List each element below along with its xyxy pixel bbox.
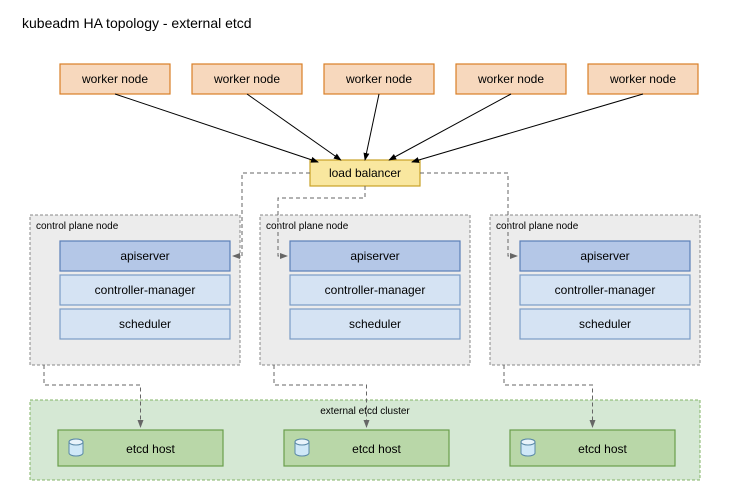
svg-text:worker node: worker node: [609, 72, 676, 86]
worker-node: worker node: [456, 64, 566, 94]
etcd-host: etcd host: [58, 430, 223, 466]
svg-text:external etcd cluster: external etcd cluster: [320, 406, 410, 417]
edge-worker-to-lb: [412, 94, 643, 162]
svg-text:load balancer: load balancer: [329, 166, 401, 180]
etcd-host: etcd host: [284, 430, 449, 466]
svg-text:worker node: worker node: [81, 72, 148, 86]
svg-text:controller-manager: controller-manager: [555, 283, 656, 297]
diagram-title: kubeadm HA topology - external etcd: [22, 15, 252, 31]
edge-worker-to-lb: [115, 94, 318, 162]
etcd-cluster: external etcd cluster etcd host etcd host e…: [30, 400, 700, 480]
svg-text:scheduler: scheduler: [349, 317, 401, 331]
worker-node: worker node: [588, 64, 698, 94]
svg-text:control plane node: control plane node: [36, 221, 119, 232]
worker-node: worker node: [192, 64, 302, 94]
edge-worker-to-lb: [389, 94, 511, 160]
load-balancer: load balancer: [310, 160, 420, 186]
svg-text:controller-manager: controller-manager: [325, 283, 426, 297]
svg-text:worker node: worker node: [477, 72, 544, 86]
control-plane-node: control plane nodeapiservercontroller-ma…: [490, 215, 700, 365]
worker-node: worker node: [60, 64, 170, 94]
control-plane-node: control plane nodeapiservercontroller-ma…: [260, 215, 470, 365]
edge-worker-to-lb: [365, 94, 379, 160]
svg-text:controller-manager: controller-manager: [95, 283, 196, 297]
svg-text:worker node: worker node: [345, 72, 412, 86]
svg-text:kubeadm HA topology - external: kubeadm HA topology - external etcd: [22, 15, 252, 31]
etcd-host: etcd host: [510, 430, 675, 466]
svg-text:etcd host: etcd host: [578, 442, 627, 456]
svg-text:scheduler: scheduler: [579, 317, 631, 331]
svg-text:worker node: worker node: [213, 72, 280, 86]
svg-text:scheduler: scheduler: [119, 317, 171, 331]
svg-text:etcd host: etcd host: [126, 442, 175, 456]
control-plane-node: control plane node apiserver controller-ma…: [30, 215, 240, 365]
svg-text:apiserver: apiserver: [580, 249, 629, 263]
edge-worker-to-lb: [247, 94, 341, 160]
worker-node: worker node: [324, 64, 434, 94]
svg-text:apiserver: apiserver: [120, 249, 169, 263]
svg-text:etcd host: etcd host: [352, 442, 401, 456]
svg-text:apiserver: apiserver: [350, 249, 399, 263]
